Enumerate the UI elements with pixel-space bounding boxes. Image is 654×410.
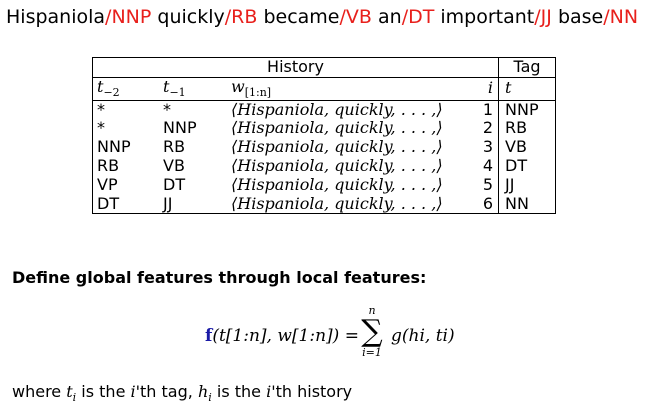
cell-i: 5 [467,175,499,195]
cell-w: ⟨Hispaniola, quickly, . . . ,⟩ [227,194,467,215]
cell-t-minus-1: DT [163,174,186,194]
cell-t-minus-1: VB [163,155,185,175]
cell-w: ⟨Hispaniola, quickly, . . . ,⟩ [231,118,443,138]
word: became [263,6,340,28]
cell-t-minus-2: * [92,119,159,139]
sum-sign: ∑ [361,314,383,349]
group-header-row: History Tag [92,57,556,78]
cell-i: 4 [467,156,499,176]
cell-tag: RB [498,119,556,139]
sum-upper-limit: n [368,304,376,317]
table-row: NNP RB ⟨Hispaniola, quickly, . . . ,⟩ 3 … [92,137,556,157]
cell-i: 2 [467,119,499,139]
cell-tag: VB [498,138,556,157]
cell-tag: NNP [498,100,556,120]
table-row: RB VB ⟨Hispaniola, quickly, . . . ,⟩ 4 D… [92,155,556,176]
cell-t-minus-2: DT [92,194,159,215]
cell-t-minus-1: * [163,99,171,119]
pos-tag: NN [609,6,639,28]
sum-lower-limit: i=1 [362,346,382,359]
cell-t-minus-2: * [92,100,159,120]
cell-tag: JJ [498,175,556,195]
word: important [440,6,535,28]
cell-i: 6 [467,194,499,215]
history-table: History Tag t−2 t−1 w[1:n] i t * * ⟨Hisp… [92,57,556,215]
slash: / [105,6,112,28]
cell-w: ⟨Hispaniola, quickly, . . . ,⟩ [231,155,443,175]
table-row: VP DT ⟨Hispaniola, quickly, . . . ,⟩ 5 J… [92,174,556,195]
slash: / [534,6,541,28]
word: quickly [157,6,225,28]
table-row: * * ⟨Hispaniola, quickly, . . . ,⟩ 1 NNP [92,99,556,120]
slash: / [603,6,610,28]
summation: n ∑ i=1 [357,304,387,359]
cell-i: 3 [467,138,499,157]
col-header-i: i [467,76,499,101]
cell-i: 1 [467,100,499,120]
cell-t-minus-1: NNP [163,118,197,138]
slash: / [339,6,346,28]
pos-tag: JJ [540,6,552,28]
cell-t-minus-2: VP [92,175,159,195]
footnote: where ti is the i'th tag, hi is the i'th… [12,382,353,405]
word: Hispaniola [6,6,106,28]
pos-tag: DT [408,6,435,28]
feature-vector-symbol: f [205,326,213,346]
pos-tag: VB [345,6,372,28]
cell-t-minus-1: RB [163,137,186,157]
table-row: DT JJ ⟨Hispaniola, quickly, . . . ,⟩ 6 N… [92,194,556,215]
pos-tag: NNP [111,6,152,28]
tagged-sentence: Hispaniola/NNP quickly/RB became/VB an/D… [6,6,638,28]
cell-tag: NN [498,194,556,215]
cell-w: ⟨Hispaniola, quickly, . . . ,⟩ [231,99,443,119]
col-header-w: w[1:n] [227,76,467,101]
col-header-t: t [498,76,556,101]
section-heading: Define global features through local fea… [12,268,427,287]
col-header-t-minus-1: t−1 [159,76,227,101]
column-header-row: t−2 t−1 w[1:n] i t [92,76,556,101]
cell-w: ⟨Hispaniola, quickly, . . . ,⟩ [231,137,443,157]
cell-tag: DT [498,156,556,176]
tag-group-header: Tag [498,57,556,78]
cell-t-minus-2: NNP [92,138,159,157]
pos-tag: RB [231,6,258,28]
table-row: * NNP ⟨Hispaniola, quickly, . . . ,⟩ 2 R… [92,118,556,139]
slash: / [401,6,409,28]
slash: / [224,6,232,28]
col-header-t-minus-2: t−2 [92,76,159,101]
word: an [378,6,402,28]
word: base [557,6,604,28]
formula-rhs: g(hi, ti) [391,326,455,346]
cell-w: ⟨Hispaniola, quickly, . . . ,⟩ [231,174,443,194]
cell-t-minus-1: JJ [159,194,227,215]
cell-t-minus-2: RB [92,156,159,176]
history-group-header: History [92,57,499,78]
formula-args: (t[1:n], w[1:n]) = [212,326,359,346]
formula-lhs: f(t[1:n], w[1:n]) = [205,326,359,346]
